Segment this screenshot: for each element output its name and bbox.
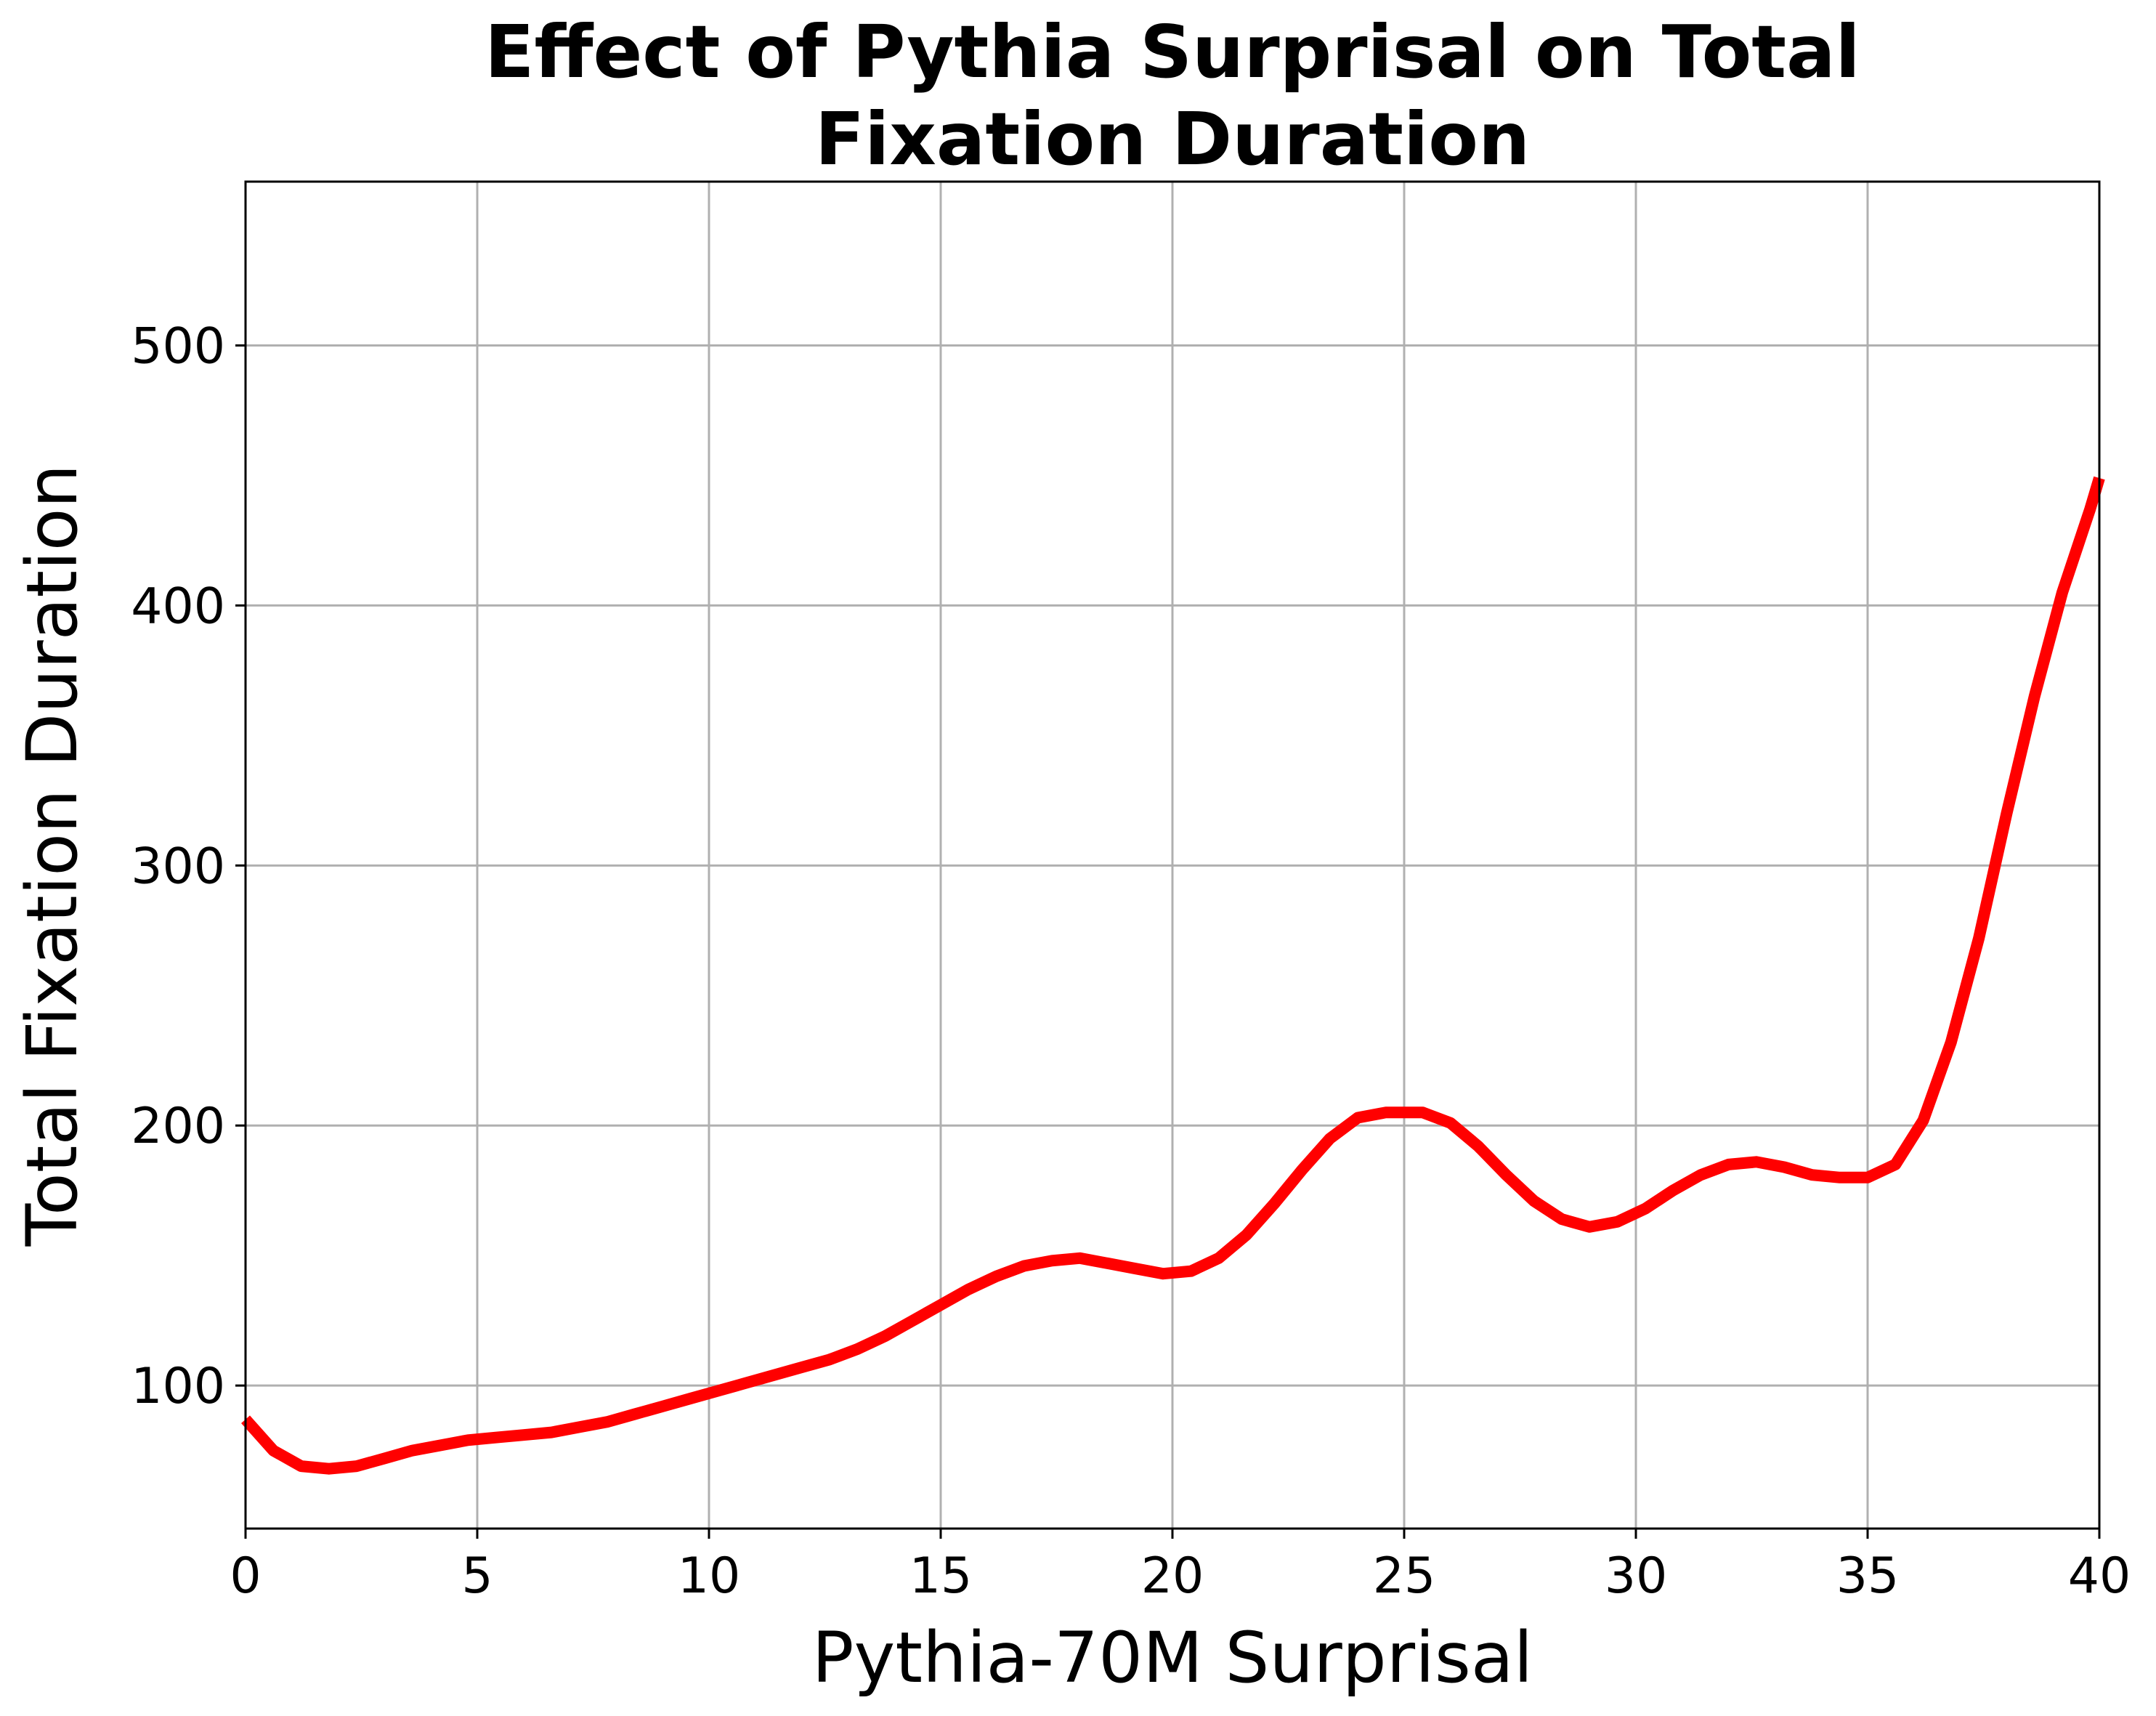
x-tick-label: 35 — [1836, 1547, 1900, 1605]
x-tick-label: 5 — [461, 1547, 493, 1605]
y-tick-label: 400 — [131, 578, 225, 635]
series-layer — [241, 476, 2105, 1475]
x-tick-label: 0 — [230, 1547, 261, 1605]
x-tick-label: 25 — [1373, 1547, 1436, 1605]
y-tick-label: 500 — [131, 317, 225, 375]
x-axis-label: Pythia-70M Surprisal — [812, 1617, 1533, 1699]
x-tick-label: 15 — [909, 1547, 973, 1605]
y-axis-label: Total Fixation Duration — [12, 464, 93, 1247]
axis-ticks: 0 5 10 15 20 25 30 35 40 100 200 300 400 500 — [131, 317, 2131, 1605]
y-tick-label: 100 — [131, 1358, 225, 1415]
x-tick-label: 10 — [678, 1547, 741, 1605]
y-tick-label: 200 — [131, 1098, 225, 1155]
grid — [244, 182, 2101, 1529]
plot-frame — [244, 180, 2101, 1530]
chart-title-line-1: Effect of Pythia Surprisal on Total — [485, 9, 1860, 94]
x-tick-label: 30 — [1605, 1547, 1668, 1605]
chart-title-line-2: Fixation Duration — [815, 97, 1530, 182]
x-tick-label: 20 — [1141, 1547, 1204, 1605]
series-line — [241, 476, 2105, 1475]
y-tick-label: 300 — [131, 838, 225, 895]
x-tick-label: 40 — [2068, 1547, 2131, 1605]
